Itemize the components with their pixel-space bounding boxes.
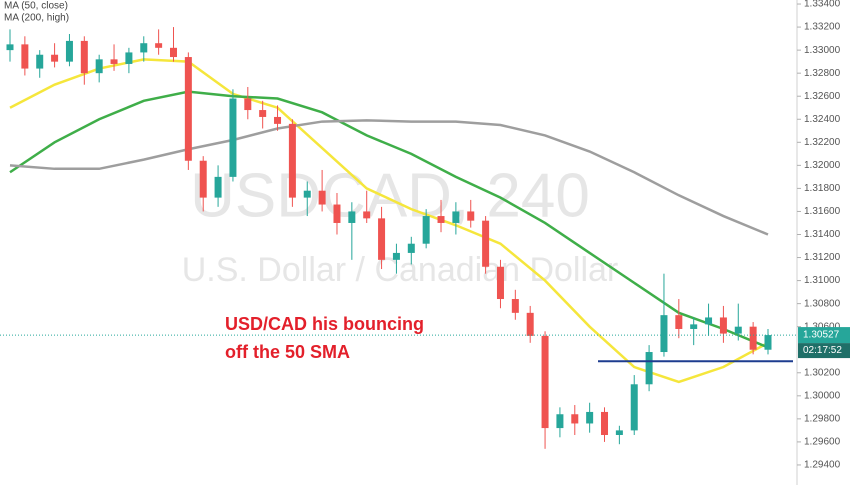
candle-body: [526, 312, 534, 336]
candle-body: [318, 190, 326, 205]
candle-body: [392, 252, 400, 260]
candle-body: [690, 324, 698, 329]
moving-average: [9, 58, 769, 384]
candle-body: [110, 59, 118, 64]
y-tick-label: 1.31600: [804, 206, 841, 217]
y-tick-label: 1.29600: [804, 437, 841, 448]
countdown-label: 02:17:52: [803, 345, 842, 356]
moving-average: [9, 90, 769, 349]
y-tick-label: 1.33400: [804, 0, 841, 10]
candle-body: [675, 315, 683, 329]
last-price-label: 1.30527: [803, 330, 840, 341]
y-tick-label: 1.29400: [804, 460, 841, 471]
candle-body: [511, 299, 519, 313]
candle-body: [288, 123, 296, 198]
candle-body: [645, 352, 653, 385]
candle-body: [615, 430, 623, 435]
candle-body: [274, 116, 282, 124]
watermark-subtitle: U.S. Dollar / Canadian Dollar: [182, 251, 619, 289]
last-price-box: [798, 327, 850, 344]
candle-body: [437, 216, 445, 223]
candle-body: [363, 211, 371, 219]
candle-body: [378, 218, 386, 260]
y-tick-label: 1.33000: [804, 45, 841, 56]
candle-body: [467, 211, 475, 221]
moving-average: [9, 119, 769, 236]
y-tick-label: 1.31800: [804, 183, 841, 194]
y-tick-label: 1.32000: [804, 160, 841, 171]
candle-body: [586, 411, 594, 424]
y-tick-label: 1.31400: [804, 229, 841, 240]
y-tick-label: 1.33200: [804, 22, 841, 33]
candle-body: [482, 220, 490, 267]
candle-body: [333, 204, 341, 223]
candle-body: [6, 44, 14, 51]
candle-body: [705, 317, 713, 325]
y-tick-label: 1.31000: [804, 275, 841, 286]
candle-body: [764, 335, 772, 350]
candle-body: [244, 98, 252, 111]
candle-body: [496, 266, 504, 300]
y-tick-label: 1.32600: [804, 91, 841, 102]
candle-body: [155, 43, 163, 48]
y-tick-label: 1.30800: [804, 298, 841, 309]
candle-body: [169, 47, 177, 58]
candle-body: [51, 54, 59, 62]
candle-body: [184, 57, 192, 161]
candle-body: [140, 43, 148, 53]
candle-body: [556, 414, 564, 429]
candle-body: [259, 110, 267, 117]
candle-body: [734, 326, 742, 334]
y-tick-label: 1.32800: [804, 68, 841, 79]
candle-body: [422, 216, 430, 244]
candle-body: [601, 411, 609, 435]
legend-entry: MA (50, close): [4, 1, 68, 12]
candle-body: [214, 176, 222, 198]
candle-body: [21, 44, 29, 69]
candle-body: [452, 211, 460, 223]
y-tick-label: 1.29800: [804, 413, 841, 424]
candle-body: [541, 335, 549, 429]
candle-body: [571, 414, 579, 424]
candle-body: [95, 59, 103, 74]
y-tick-label: 1.31200: [804, 252, 841, 263]
candle-body: [199, 160, 207, 198]
y-tick-label: 1.32200: [804, 137, 841, 148]
y-tick-label: 1.30200: [804, 367, 841, 378]
candle-body: [749, 326, 757, 350]
annotation: USD/CAD his bouncing: [225, 314, 424, 334]
candle-body: [36, 54, 44, 69]
annotation: off the 50 SMA: [225, 342, 350, 362]
y-tick-label: 1.30600: [804, 321, 841, 332]
candle-body: [303, 190, 311, 198]
countdown-box: [798, 343, 850, 359]
candle-body: [407, 243, 415, 253]
legend-entry: MA (200, high): [4, 13, 69, 24]
candle-body: [229, 98, 237, 177]
candle-body: [348, 211, 356, 223]
candle-body: [719, 317, 727, 334]
y-tick-label: 1.32400: [804, 114, 841, 125]
candle-body: [80, 40, 88, 74]
y-tick-label: 1.30000: [804, 390, 841, 401]
candle-body: [630, 384, 638, 431]
candle-body: [65, 40, 73, 62]
candle-body: [660, 315, 668, 353]
watermark: USDCAD, 240: [190, 161, 590, 230]
candle-body: [125, 52, 133, 64]
